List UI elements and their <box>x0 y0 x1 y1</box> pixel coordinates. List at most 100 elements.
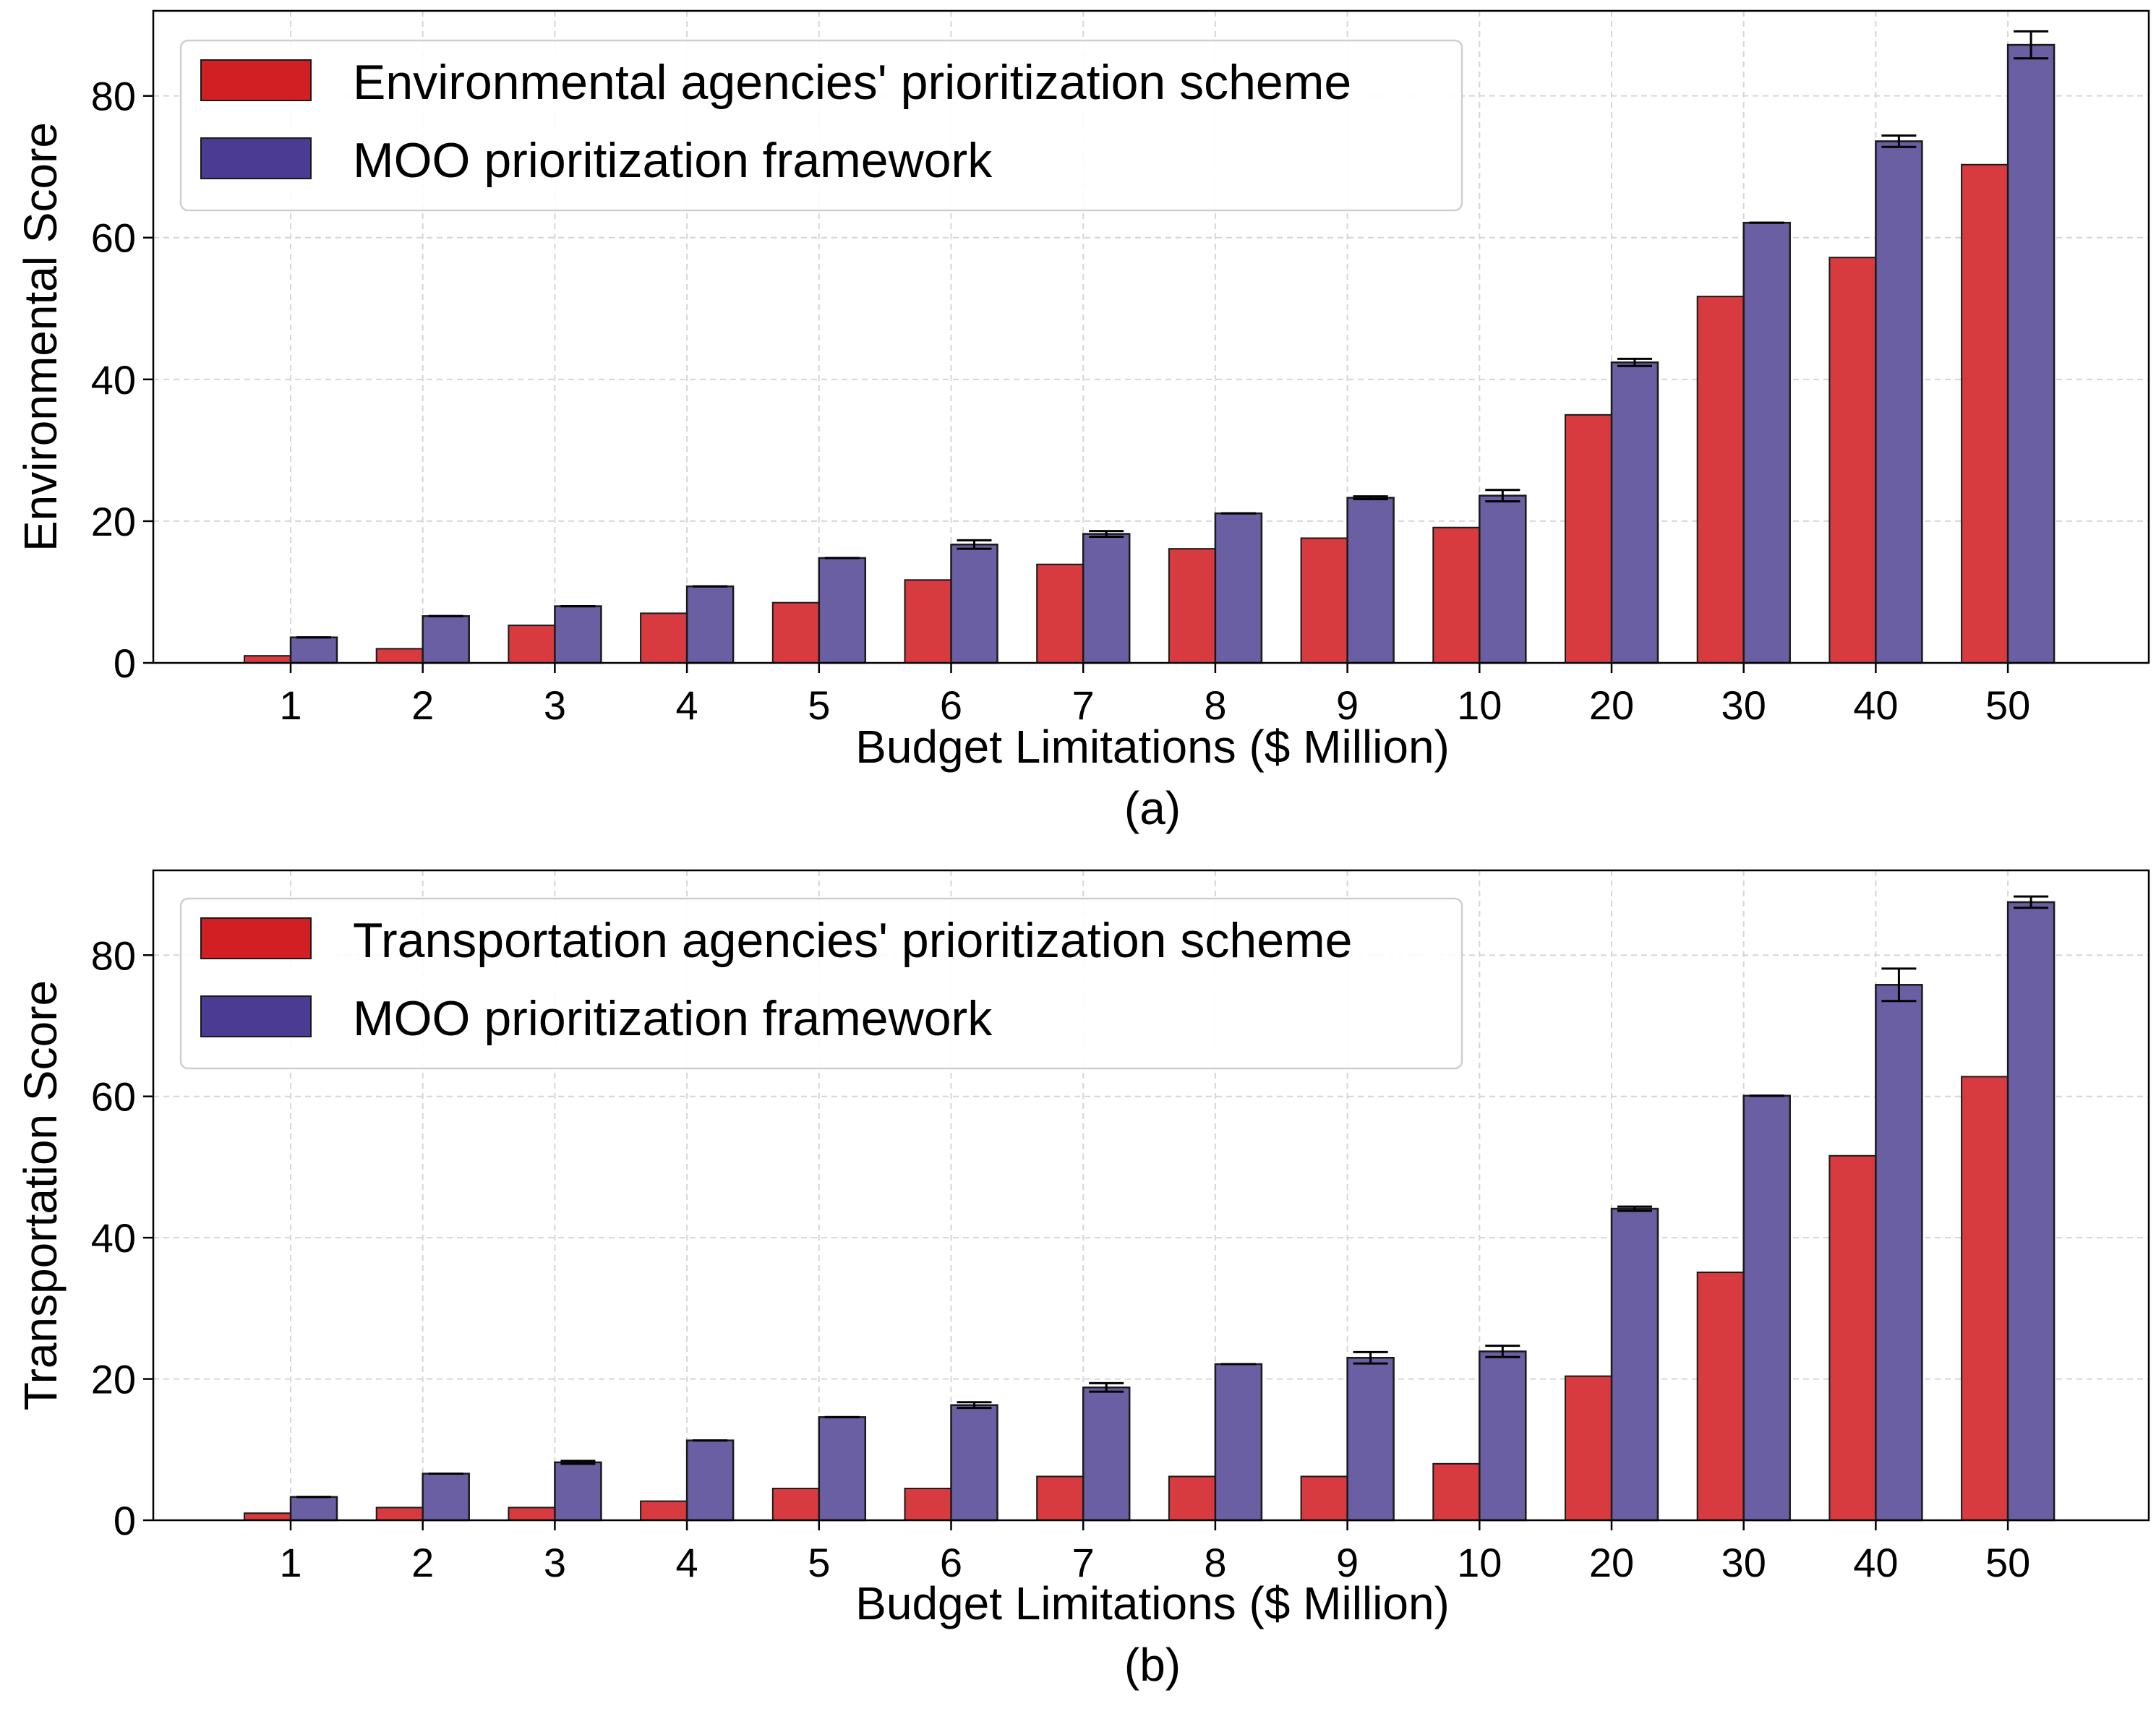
bar-agency-6 <box>904 579 952 664</box>
x-tick-label: 30 <box>1721 682 1766 728</box>
legend-label-moo: MOO prioritization framework <box>353 991 993 1046</box>
x-tick-label: 30 <box>1721 1540 1766 1585</box>
bar-moo-6 <box>950 1404 998 1522</box>
x-tick-label: 6 <box>940 1540 962 1585</box>
legend-swatch-moo <box>200 995 312 1037</box>
x-tick-label: 40 <box>1853 682 1898 728</box>
x-tick-label: 20 <box>1589 682 1634 728</box>
chart-panel-b: 0 20 40 60 80 1 2 3 4 5 6 7 8 9 10 20 30 40 50 Budget Limit… <box>14 869 2150 1691</box>
panel-caption: (a) <box>1124 782 1181 834</box>
bar-moo-40 <box>1875 984 1923 1522</box>
bar-moo-6 <box>950 544 998 664</box>
x-tick-label: 3 <box>544 682 566 728</box>
bar-agency-40 <box>1828 257 1877 664</box>
legend-box <box>179 39 1463 212</box>
bar-moo-5 <box>818 557 867 664</box>
bar-agency-10 <box>1432 526 1481 664</box>
x-tick-label: 2 <box>411 1540 434 1585</box>
x-tick-label: 4 <box>676 682 698 728</box>
y-tick-label: 20 <box>91 1357 136 1402</box>
legend-box <box>179 897 1463 1070</box>
y-tick-label: 80 <box>91 74 136 119</box>
bar-moo-10 <box>1479 494 1527 664</box>
bar-agency-4 <box>640 1500 688 1521</box>
bar-moo-7 <box>1082 1387 1131 1522</box>
x-tick-label: 1 <box>279 1540 301 1585</box>
x-tick-label: 50 <box>1985 1540 2030 1585</box>
legend-swatch-agency <box>200 59 312 101</box>
y-tick-label: 60 <box>91 1074 136 1120</box>
bar-moo-20 <box>1610 361 1659 664</box>
x-tick-label: 50 <box>1985 682 2030 728</box>
x-tick-label: 40 <box>1853 1540 1898 1585</box>
bar-agency-5 <box>771 601 820 664</box>
bar-moo-9 <box>1346 1357 1395 1522</box>
bar-agency-2 <box>375 648 424 664</box>
bar-moo-30 <box>1742 1094 1791 1522</box>
bar-agency-3 <box>508 1507 556 1522</box>
y-tick-label: 0 <box>114 640 136 686</box>
bar-agency-9 <box>1300 537 1348 664</box>
bar-agency-30 <box>1696 1272 1745 1521</box>
bar-moo-2 <box>422 1473 470 1522</box>
axes-frame <box>152 9 2150 664</box>
x-tick-label: 6 <box>940 682 962 728</box>
bar-agency-9 <box>1300 1475 1348 1521</box>
bar-moo-3 <box>554 1461 602 1522</box>
bar-moo-40 <box>1875 140 1923 664</box>
legend: Transportation agencies' prioritization … <box>179 897 1463 1070</box>
bar-agency-20 <box>1565 1375 1612 1521</box>
bar-agency-20 <box>1565 413 1612 664</box>
x-tick-label: 5 <box>808 682 830 728</box>
x-axis-title: Budget Limitations ($ Million) <box>855 1577 1450 1629</box>
bar-agency-7 <box>1036 1475 1085 1521</box>
bar-moo-4 <box>685 1439 735 1522</box>
bar-agency-3 <box>508 625 556 664</box>
bar-agency-5 <box>771 1488 820 1521</box>
bar-moo-20 <box>1610 1207 1659 1522</box>
legend-label-agency: Transportation agencies' prioritization … <box>353 913 1352 968</box>
bar-agency-4 <box>640 612 688 664</box>
bar-agency-50 <box>1961 1076 2009 1522</box>
chart-panel-a: 0 20 40 60 80 1 2 3 4 5 6 7 8 9 10 20 30 40 50 Budget Limit… <box>14 9 2150 834</box>
bar-moo-8 <box>1214 512 1263 664</box>
y-tick-label: 20 <box>91 499 136 544</box>
x-tick-label: 10 <box>1457 1540 1502 1585</box>
legend-swatch-moo <box>200 137 312 179</box>
bar-agency-8 <box>1168 548 1216 664</box>
x-tick-label: 9 <box>1336 1540 1359 1585</box>
bar-moo-8 <box>1214 1363 1263 1522</box>
bar-moo-30 <box>1742 221 1791 664</box>
bar-moo-4 <box>685 585 735 664</box>
y-tick-label: 80 <box>91 933 136 978</box>
x-tick-label: 7 <box>1072 682 1095 728</box>
x-tick-label: 7 <box>1072 1540 1095 1585</box>
bar-agency-30 <box>1696 296 1745 664</box>
bar-moo-9 <box>1346 497 1395 664</box>
bar-agency-50 <box>1961 163 2009 664</box>
y-tick-label: 60 <box>91 215 136 261</box>
bar-agency-6 <box>904 1488 952 1521</box>
y-axis-title: Environmental Score <box>14 122 67 552</box>
x-tick-label: 1 <box>279 682 301 728</box>
x-tick-label: 8 <box>1204 682 1226 728</box>
x-tick-label: 9 <box>1336 682 1359 728</box>
bar-agency-40 <box>1828 1154 1877 1522</box>
bar-moo-1 <box>289 636 338 664</box>
bar-moo-50 <box>2006 901 2056 1522</box>
x-tick-label: 2 <box>411 682 434 728</box>
legend: Environmental agencies' prioritization s… <box>179 39 1463 212</box>
bar-moo-7 <box>1082 533 1131 664</box>
bar-agency-7 <box>1036 563 1085 664</box>
y-tick-label: 40 <box>91 357 136 403</box>
bar-agency-1 <box>244 655 291 664</box>
x-tick-label: 4 <box>676 1540 698 1585</box>
bar-moo-5 <box>818 1416 867 1522</box>
bar-agency-2 <box>375 1507 424 1522</box>
bar-moo-1 <box>289 1496 338 1522</box>
panel-caption: (b) <box>1124 1639 1181 1691</box>
y-axis-title: Transportation Score <box>14 980 67 1410</box>
x-tick-label: 3 <box>544 1540 566 1585</box>
bar-moo-3 <box>554 605 602 664</box>
x-tick-label: 8 <box>1204 1540 1226 1585</box>
